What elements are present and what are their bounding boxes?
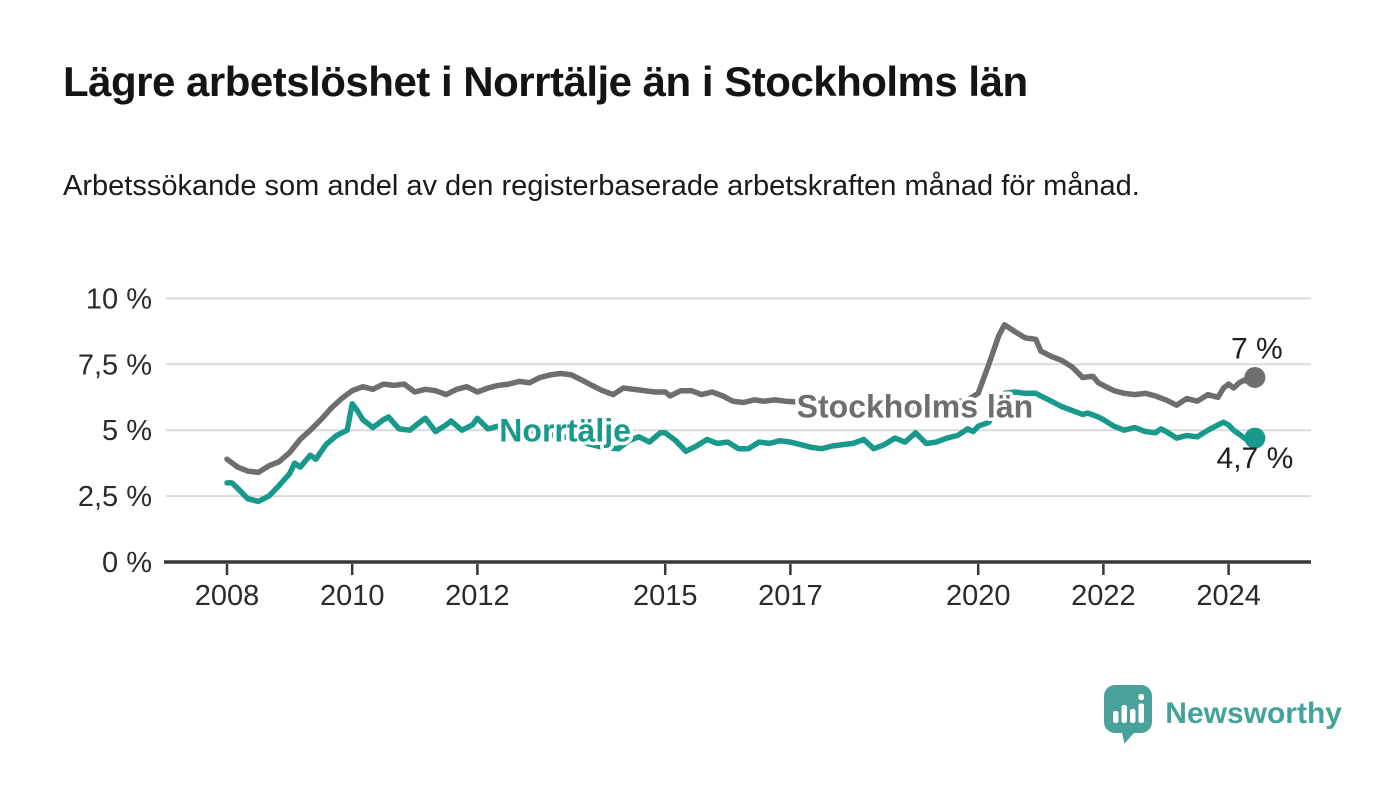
y-axis-tick-label: 5 % bbox=[102, 415, 152, 447]
series-end-dot bbox=[1244, 366, 1266, 388]
series-line-stockholms-l-n bbox=[224, 322, 1258, 476]
newsworthy-logo-text: Newsworthy bbox=[1165, 697, 1342, 730]
series-end-value-label: 7 % bbox=[1231, 332, 1283, 365]
x-axis-tick-label: 2022 bbox=[1071, 580, 1136, 612]
series-end-dot bbox=[1244, 427, 1266, 449]
x-axis-tick-label: 2008 bbox=[195, 580, 260, 612]
x-axis-tick-label: 2012 bbox=[445, 580, 510, 612]
x-axis-tick-label: 2010 bbox=[320, 580, 385, 612]
series-end-value-label: 4,7 % bbox=[1217, 442, 1294, 475]
bar-chart-speech-bubble-icon bbox=[1104, 685, 1153, 744]
y-axis-tick-label: 0 % bbox=[102, 547, 152, 579]
x-axis-tick-label: 2017 bbox=[758, 580, 823, 612]
x-axis-tick-label: 2024 bbox=[1196, 580, 1261, 612]
page-title: Lägre arbetslöshet i Norrtälje än i Stoc… bbox=[63, 58, 1028, 105]
series-label-norrt-lje: Norrtälje bbox=[499, 412, 631, 448]
chart-subtitle: Arbetssökande som andel av den registerb… bbox=[63, 170, 1140, 202]
y-axis-tick-label: 7,5 % bbox=[78, 349, 152, 381]
x-axis-tick-label: 2020 bbox=[946, 580, 1011, 612]
series-line-norrt-lje bbox=[224, 389, 1258, 505]
x-axis-tick-label: 2015 bbox=[633, 580, 698, 612]
y-axis-tick-label: 10 % bbox=[86, 283, 152, 315]
y-axis-tick-label: 2,5 % bbox=[78, 481, 152, 513]
newsworthy-logo: Newsworthy bbox=[1103, 684, 1342, 744]
series-label-stockholms-l-n: Stockholms län bbox=[797, 389, 1033, 425]
